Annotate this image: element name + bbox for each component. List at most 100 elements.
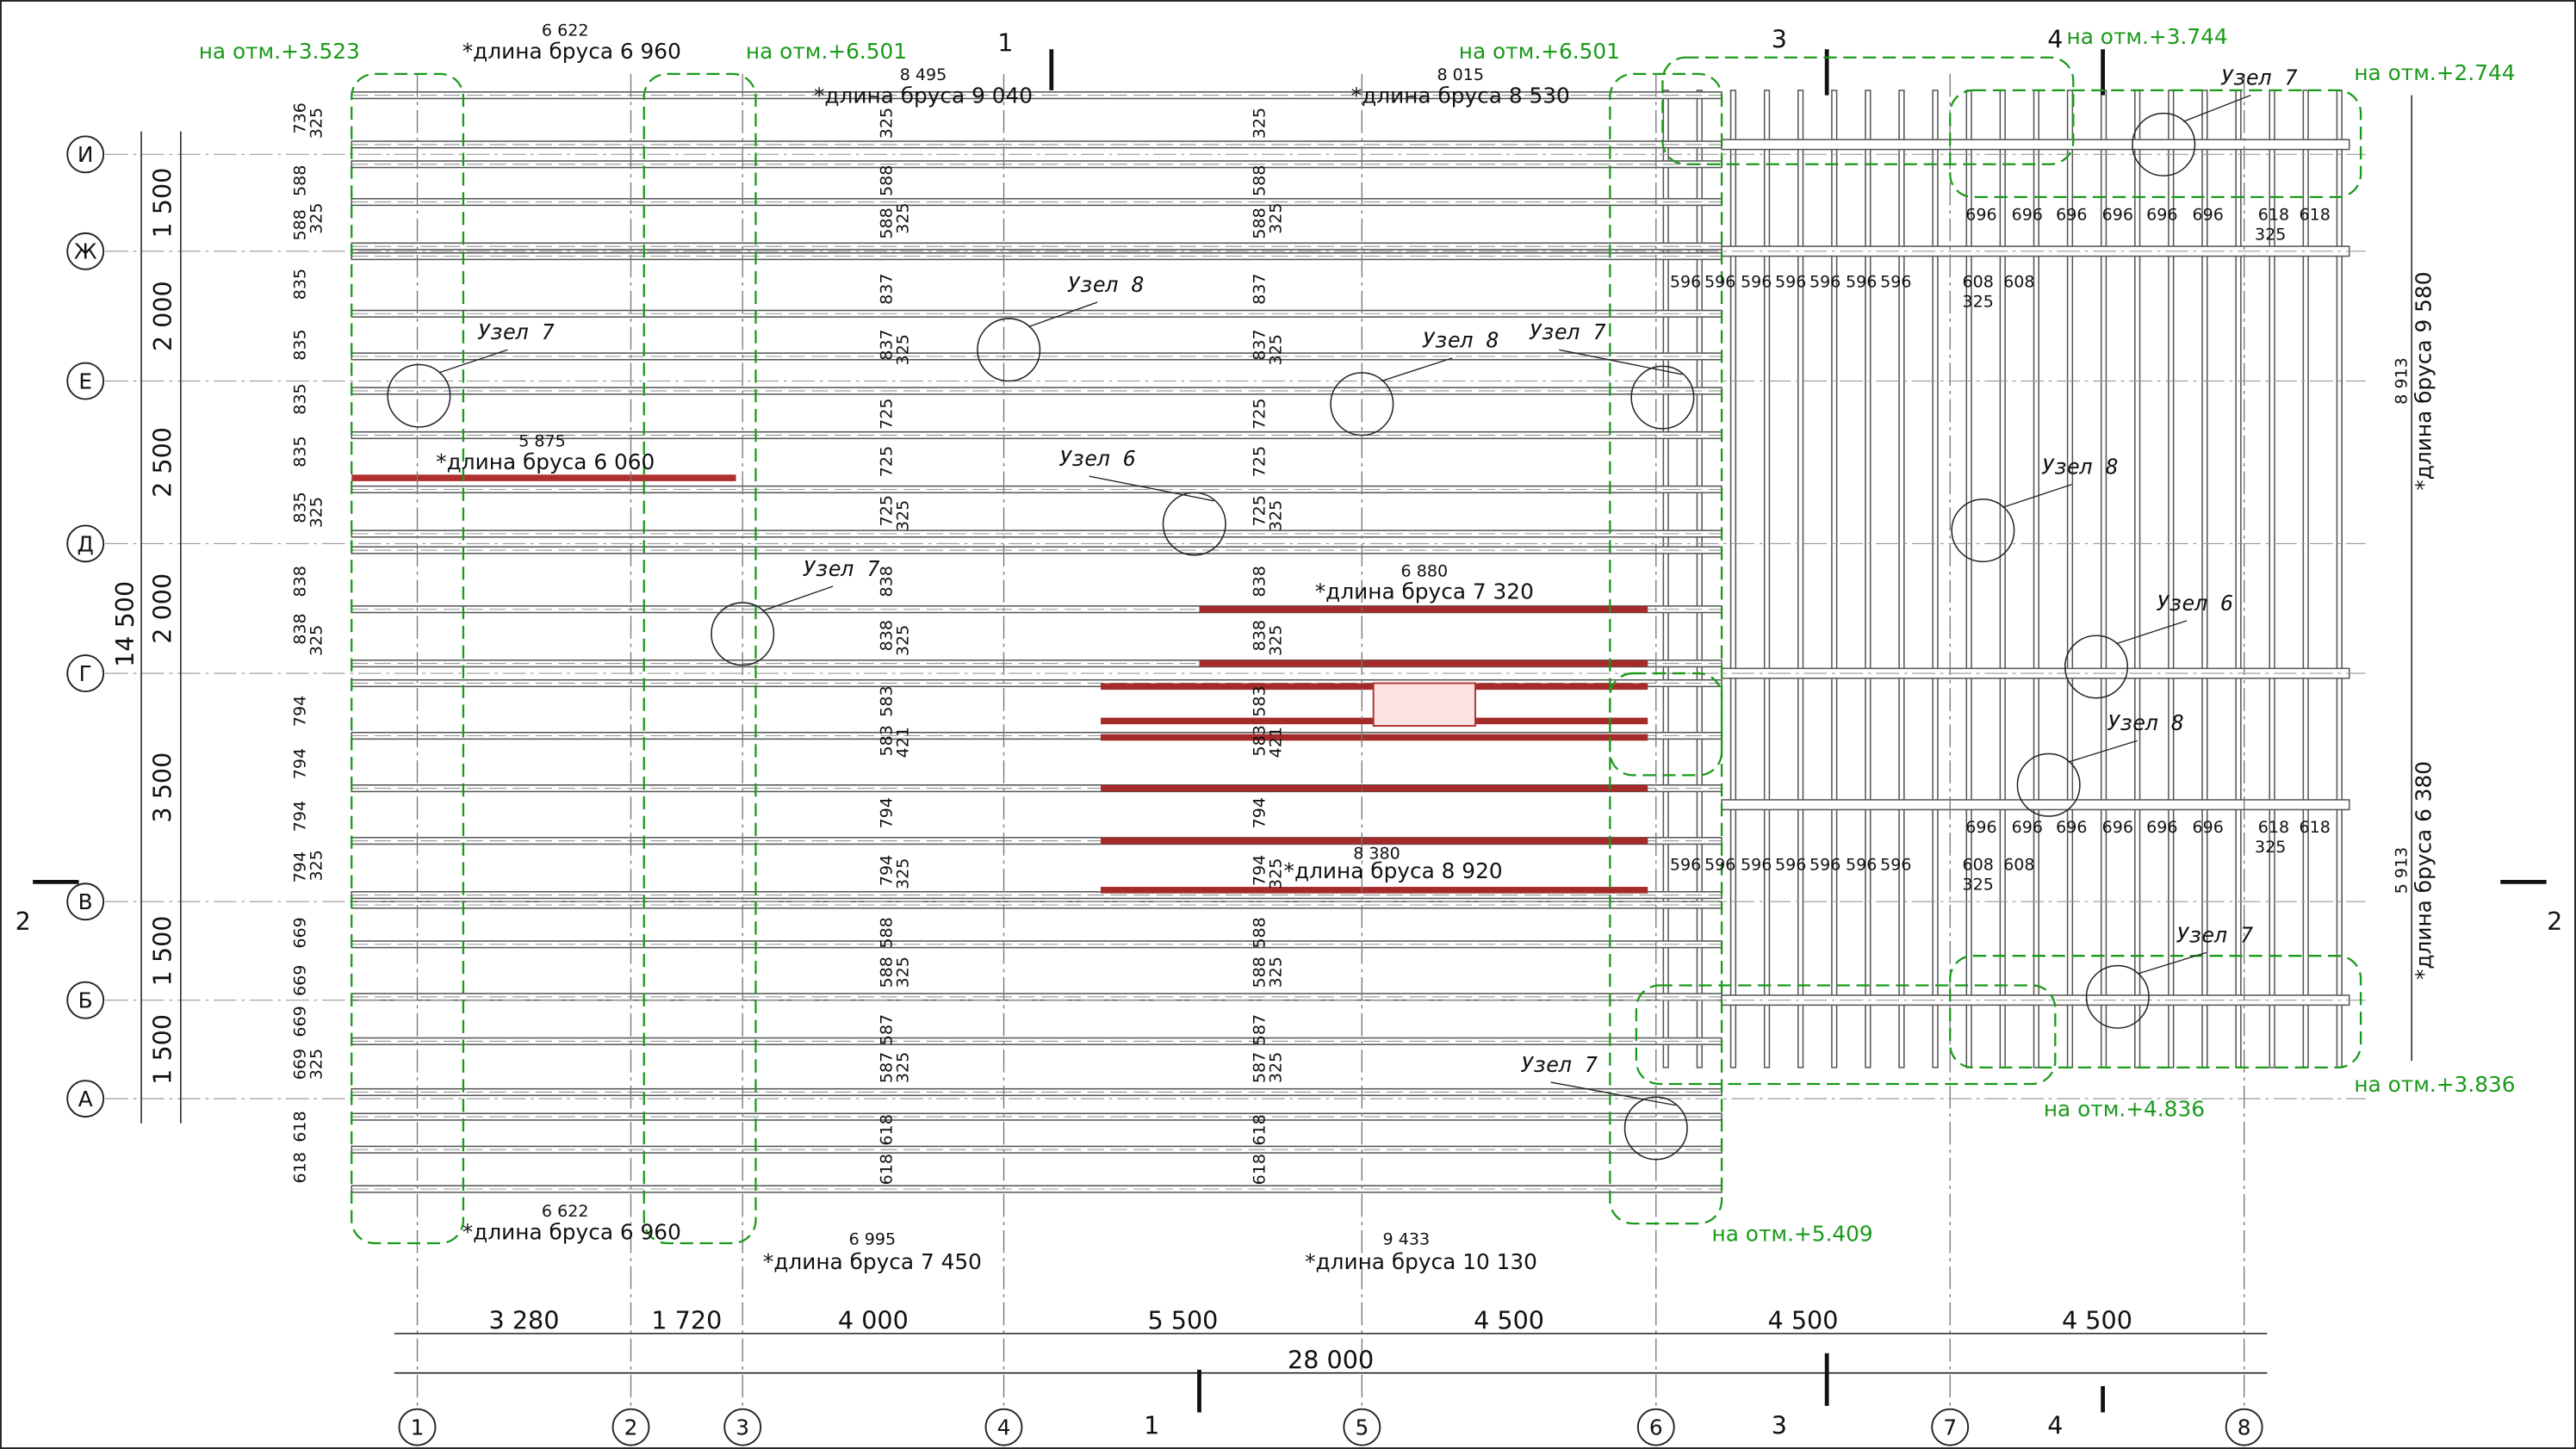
column-spacing: 4 000 <box>838 1306 909 1335</box>
section-mark: 4 <box>2047 25 2063 54</box>
dimension: 669 <box>291 965 310 996</box>
zone <box>1949 89 2362 199</box>
dimension: 588 <box>878 207 897 238</box>
dimension: 696 <box>2193 205 2224 224</box>
rafter <box>1898 90 1905 1068</box>
rafter <box>1865 90 1871 1068</box>
dimension: 583 <box>878 685 897 716</box>
beam-length: *длина бруса 6 960 <box>462 39 681 64</box>
elevation: на отм.+4.836 <box>2044 1096 2205 1121</box>
column-spacing: 3 280 <box>489 1306 560 1335</box>
dimension: 325 <box>1267 625 1286 656</box>
dimension: 725 <box>878 495 897 526</box>
rafter <box>2100 90 2107 1068</box>
dimension: 325 <box>878 108 897 139</box>
node-label: Узел 8 <box>1067 272 1145 297</box>
dimension: 725 <box>878 446 897 477</box>
row-axis-label: Д <box>78 531 94 556</box>
red-beam <box>1101 784 1648 792</box>
dimension: 618 <box>878 1154 897 1185</box>
rafter <box>2134 90 2141 1068</box>
dimension: 618 <box>2300 818 2331 837</box>
dimension: 596 <box>1809 273 1840 292</box>
dimension: 838 <box>878 620 897 651</box>
row-axis-label: А <box>78 1087 93 1112</box>
rafter <box>2336 90 2343 1068</box>
dimension: 325 <box>894 858 913 889</box>
row-axis-label: В <box>78 889 93 914</box>
dimension: 696 <box>2146 205 2177 224</box>
beam-dimension: 6 622 <box>542 22 589 40</box>
dimension: 608 <box>1962 856 1993 875</box>
dimension: 588 <box>291 209 310 240</box>
beam-length: *длина бруса 7 320 <box>1315 579 1534 604</box>
section-mark: 2 <box>16 907 31 936</box>
dimension: 596 <box>1670 273 1701 292</box>
elevation: на отм.+3.523 <box>199 39 360 64</box>
dimension: 794 <box>291 801 310 832</box>
column-spacing: 4 500 <box>2062 1306 2132 1335</box>
dimension: 696 <box>1965 818 1996 837</box>
axis-bubble <box>611 1408 650 1446</box>
beam-dimension: 8 380 <box>1353 844 1400 863</box>
section-mark: 1 <box>1144 1411 1159 1440</box>
row-axis-label: Б <box>78 988 93 1013</box>
axis-bubble <box>66 524 105 563</box>
dimension: 794 <box>878 797 897 828</box>
dimension: 325 <box>1962 292 1993 311</box>
dimension: 325 <box>1267 858 1286 889</box>
dimension: 837 <box>878 329 897 360</box>
dimension: 838 <box>1251 566 1269 597</box>
column-axis-label: 2 <box>624 1415 638 1440</box>
column-spacing: 4 500 <box>1768 1306 1839 1335</box>
beam-length: *длина бруса 6 960 <box>462 1220 681 1245</box>
dimension: 325 <box>1267 203 1286 234</box>
row-spacing: 3 500 <box>148 752 177 823</box>
rafter <box>1965 90 1972 1068</box>
zone <box>642 72 757 1245</box>
dimension: 669 <box>291 1006 310 1037</box>
dimension: 421 <box>1267 727 1286 758</box>
beam-dimension: 8 913 <box>2392 357 2411 405</box>
dimension: 596 <box>1670 856 1701 875</box>
axis-bubble <box>66 135 105 174</box>
dimension: 587 <box>878 1052 897 1083</box>
dimension: 696 <box>2012 818 2043 837</box>
section-mark: 1 <box>997 28 1013 58</box>
node-leader <box>2182 95 2251 122</box>
elevation: на отм.+6.501 <box>746 39 907 64</box>
node-circle <box>2064 635 2129 699</box>
node-label: Узел 8 <box>1422 328 1499 353</box>
dimension: 325 <box>2255 225 2286 244</box>
dimension: 618 <box>1251 1154 1269 1185</box>
node-leader <box>1381 357 1453 382</box>
beam-dimension: 6 995 <box>849 1230 897 1249</box>
node-circle <box>2016 752 2081 817</box>
beam-dimension: 5 875 <box>518 432 566 451</box>
axis-bubble <box>1636 1408 1675 1446</box>
dimension: 696 <box>2056 205 2087 224</box>
dimension: 325 <box>307 850 326 881</box>
dimension: 588 <box>1251 207 1269 238</box>
dimension: 669 <box>291 917 310 948</box>
elevation: на отм.+3.744 <box>2067 24 2228 49</box>
rafter <box>2302 90 2309 1068</box>
dimension: 588 <box>878 165 897 196</box>
beam-length: *длина бруса 6 380 <box>2412 761 2436 980</box>
beam-dimension: 8 495 <box>900 65 947 84</box>
dimension: 588 <box>291 165 310 196</box>
node-circle <box>711 602 775 666</box>
node-label: Узел 7 <box>477 319 555 344</box>
node-circle <box>1330 372 1394 437</box>
dimension: 618 <box>878 1114 897 1145</box>
dimension: 325 <box>894 500 913 531</box>
dimension: 618 <box>2258 818 2289 837</box>
rafter <box>1763 90 1771 1068</box>
node-label: Узел 7 <box>803 556 880 581</box>
dimension: 725 <box>1251 495 1269 526</box>
dimension: 696 <box>2102 818 2133 837</box>
row-axis-label: Е <box>78 368 92 393</box>
node-circle <box>977 318 1041 382</box>
dimension: 596 <box>1741 856 1772 875</box>
axis-bubble <box>1931 1408 1970 1446</box>
